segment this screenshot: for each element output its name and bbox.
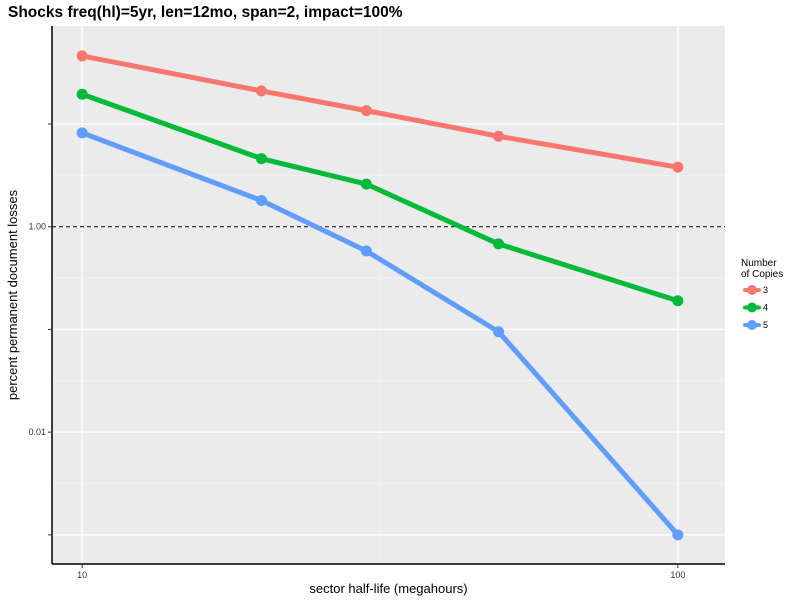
data-point [360, 245, 372, 257]
legend-item-3: 3 [743, 285, 768, 295]
data-point [493, 238, 505, 250]
legend-label: 3 [763, 285, 768, 295]
data-point [255, 153, 267, 165]
series-4 [76, 88, 684, 307]
legend-key-point [747, 285, 757, 295]
x-tick-label: 100 [670, 570, 685, 580]
legend-label: 5 [763, 320, 768, 330]
data-point [493, 130, 505, 142]
data-point [76, 50, 88, 62]
chart-title: Shocks freq(hl)=5yr, len=12mo, span=2, i… [8, 4, 403, 21]
y-axis-title: percent permanent document losses [5, 189, 20, 400]
legend-item-5: 5 [743, 320, 768, 330]
data-point [255, 85, 267, 97]
data-point [76, 88, 88, 100]
legend-title-line-1: Number [741, 258, 777, 269]
data-point [672, 295, 684, 307]
data-point [76, 127, 88, 139]
data-point [255, 194, 267, 206]
x-tick-label: 10 [77, 570, 87, 580]
data-point [672, 161, 684, 173]
data-point [360, 105, 372, 117]
legend: Number of Copies 3 4 5 [741, 258, 783, 330]
legend-key-point [747, 302, 757, 313]
legend-title-line-2: of Copies [741, 269, 783, 280]
series-layer [76, 50, 684, 541]
y-tick-label: 0.01 [28, 427, 46, 437]
data-point [672, 529, 684, 541]
y-tick-label: 1.00 [28, 222, 46, 232]
data-point [493, 326, 505, 338]
legend-key-point [747, 320, 757, 330]
legend-item-4: 4 [743, 302, 768, 313]
series-3 [76, 50, 684, 173]
axes: 0.01 1.00 10 100 [28, 26, 725, 580]
series-5 [76, 127, 684, 541]
data-point [360, 178, 372, 190]
legend-label: 4 [763, 303, 768, 313]
x-axis-title: sector half-life (megahours) [309, 581, 467, 596]
